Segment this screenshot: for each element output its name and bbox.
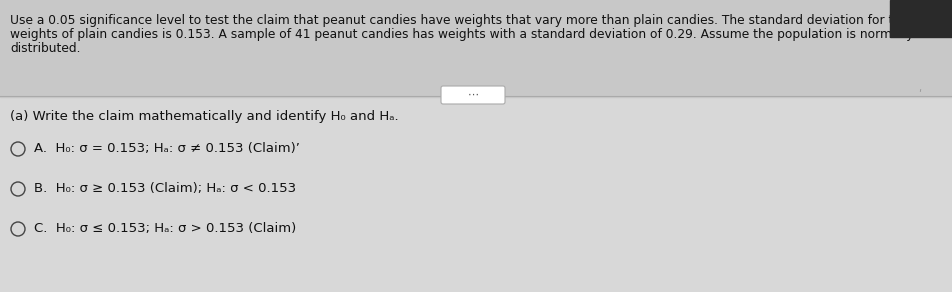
- Text: A.  H₀: σ = 0.153; Hₐ: σ ≠ 0.153 (Claim)’: A. H₀: σ = 0.153; Hₐ: σ ≠ 0.153 (Claim)’: [34, 142, 300, 155]
- FancyBboxPatch shape: [441, 86, 505, 104]
- Bar: [0, 0, 952, 97]
- Text: ⋯: ⋯: [467, 90, 479, 100]
- Text: C.  H₀: σ ≤ 0.153; Hₐ: σ > 0.153 (Claim): C. H₀: σ ≤ 0.153; Hₐ: σ > 0.153 (Claim): [34, 222, 296, 235]
- Text: Use a 0.05 significance level to test the claim that peanut candies have weights: Use a 0.05 significance level to test th…: [10, 14, 908, 27]
- Text: weights of plain candies is 0.153. A sample of 41 peanut candies has weights wit: weights of plain candies is 0.153. A sam…: [10, 28, 914, 41]
- Text: B.  H₀: σ ≥ 0.153 (Claim); Hₐ: σ < 0.153: B. H₀: σ ≥ 0.153 (Claim); Hₐ: σ < 0.153: [34, 182, 296, 195]
- Text: distributed.: distributed.: [10, 42, 81, 55]
- Text: ʹ: ʹ: [919, 90, 922, 100]
- Bar: [890, 0, 952, 37]
- Text: (a) Write the claim mathematically and identify H₀ and Hₐ.: (a) Write the claim mathematically and i…: [10, 110, 399, 123]
